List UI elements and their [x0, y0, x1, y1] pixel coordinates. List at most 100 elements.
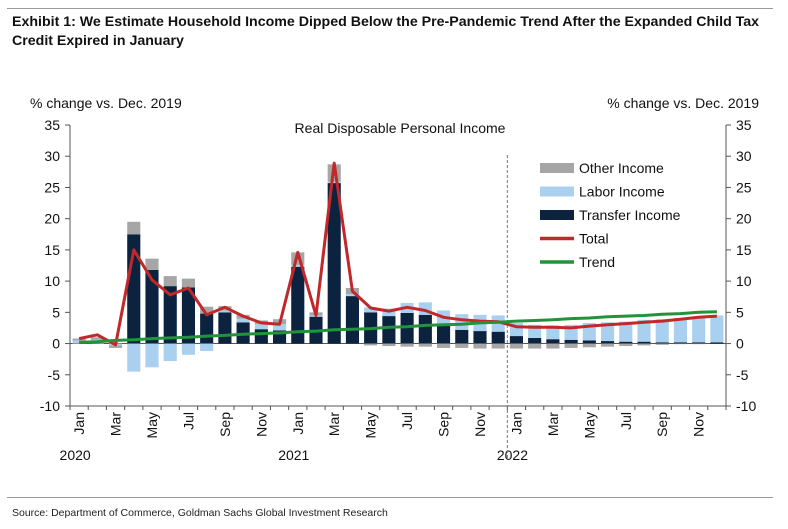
bar-labor-income: [600, 322, 615, 342]
legend-label: Total: [579, 231, 609, 247]
bar-other-income: [655, 343, 669, 345]
x-tick-label: Nov: [253, 412, 269, 437]
bar-other-income: [200, 306, 214, 314]
x-tick-label: Sep: [654, 412, 670, 437]
bar-other-income: [509, 343, 524, 349]
legend: Other Income Labor Income Transfer Income T…: [540, 160, 681, 270]
bar-labor-income: [254, 324, 268, 330]
y-tick-label-right: -10: [736, 398, 756, 414]
bar-transfer-income: [382, 316, 396, 344]
bar-labor-income: [364, 307, 378, 313]
legend-label: Other Income: [579, 160, 664, 176]
bar-labor-income: [272, 324, 287, 331]
bar-labor-income: [200, 343, 214, 352]
bar-other-income: [455, 343, 469, 348]
bar-transfer-income: [218, 312, 232, 344]
bar-transfer-income: [181, 287, 196, 344]
y-tick-label-right: 0: [736, 336, 744, 352]
bar-other-income: [181, 278, 196, 288]
y-tick-label-left: 20: [44, 211, 60, 227]
left-axis-label: % change vs. Dec. 2019: [30, 95, 182, 111]
right-axis-label: % change vs. Dec. 2019: [607, 95, 759, 111]
y-tick-label-left: 0: [52, 336, 60, 352]
y-tick-label-left: 25: [44, 179, 60, 195]
bar-transfer-income: [400, 312, 414, 344]
legend-label: Transfer Income: [579, 207, 681, 223]
bar-other-income: [692, 343, 706, 345]
bar-other-income: [673, 343, 688, 345]
y-tick-label-left: -10: [40, 398, 60, 414]
x-tick-label: Mar: [108, 412, 124, 436]
bar-transfer-income: [455, 329, 469, 344]
bar-transfer-income: [710, 342, 724, 344]
x-tick-label: Nov: [472, 412, 488, 437]
bar-transfer-income: [564, 339, 578, 344]
bar-transfer-income: [345, 296, 360, 344]
bar-labor-income: [127, 343, 141, 372]
bar-transfer-income: [200, 313, 214, 344]
y-tick-label-right: 30: [736, 148, 752, 164]
year-label: 2020: [60, 447, 91, 463]
bar-other-income: [127, 221, 141, 235]
bar-transfer-income: [637, 341, 651, 344]
bar-labor-income: [291, 264, 305, 267]
bar-other-income: [619, 343, 633, 347]
x-tick-label: Sep: [436, 412, 452, 437]
bar-labor-income: [181, 343, 196, 355]
bar-other-income: [108, 345, 123, 348]
bar-labor-income: [637, 319, 651, 342]
bar-transfer-income: [655, 342, 669, 344]
y-tick-label-right: 20: [736, 211, 752, 227]
bar-other-income: [473, 343, 487, 349]
y-tick-label-left: 15: [44, 242, 60, 258]
bar-other-income: [163, 276, 177, 287]
bar-labor-income: [619, 321, 633, 342]
bar-other-income: [145, 258, 159, 270]
bar-other-income: [582, 343, 596, 348]
x-tick-label: Jul: [399, 412, 415, 430]
bar-transfer-income: [327, 183, 341, 344]
bar-labor-income: [218, 310, 232, 313]
x-tick-label: Mar: [326, 412, 342, 436]
y-tick-label-right: -5: [736, 367, 749, 383]
bar-labor-income: [236, 318, 250, 323]
x-tick-label: Jul: [618, 412, 634, 430]
bar-transfer-income: [692, 342, 706, 344]
y-tick-label-left: 10: [44, 273, 60, 289]
y-tick-label-left: -5: [48, 367, 61, 383]
bar-other-income: [528, 343, 542, 349]
x-tick-label: Jul: [180, 412, 196, 430]
bar-transfer-income: [673, 342, 688, 344]
x-tick-label: Jan: [508, 412, 524, 435]
y-tick-label-right: 15: [736, 242, 752, 258]
x-tick-label: Sep: [217, 412, 233, 437]
bar-labor-income: [145, 343, 159, 368]
bar-other-income: [436, 343, 451, 348]
x-tick-label: May: [581, 412, 597, 438]
bar-labor-income: [163, 343, 177, 362]
bar-transfer-income: [582, 340, 596, 344]
bar-labor-income: [692, 316, 706, 343]
bar-other-income: [364, 343, 378, 346]
y-tick-label-right: 25: [736, 179, 752, 195]
x-tick-label: Nov: [691, 412, 707, 437]
bar-labor-income: [345, 294, 360, 297]
bar-transfer-income: [546, 339, 560, 344]
bar-transfer-income: [418, 314, 432, 344]
bar-labor-income: [327, 181, 341, 184]
year-label: 2022: [497, 447, 528, 463]
y-tick-label-right: 10: [736, 273, 752, 289]
bar-labor-income: [455, 314, 469, 330]
legend-swatch-labor-income: [540, 186, 574, 197]
legend-label: Labor Income: [579, 184, 665, 200]
bar-other-income: [600, 343, 615, 347]
bar-transfer-income: [509, 336, 524, 344]
bar-transfer-income: [473, 331, 487, 344]
bar-other-income: [546, 343, 560, 349]
line-total: [78, 161, 717, 347]
legend-swatch-transfer-income: [540, 210, 574, 220]
bar-transfer-income: [619, 341, 633, 344]
bar-labor-income: [673, 317, 688, 343]
bar-other-income: [564, 343, 578, 348]
